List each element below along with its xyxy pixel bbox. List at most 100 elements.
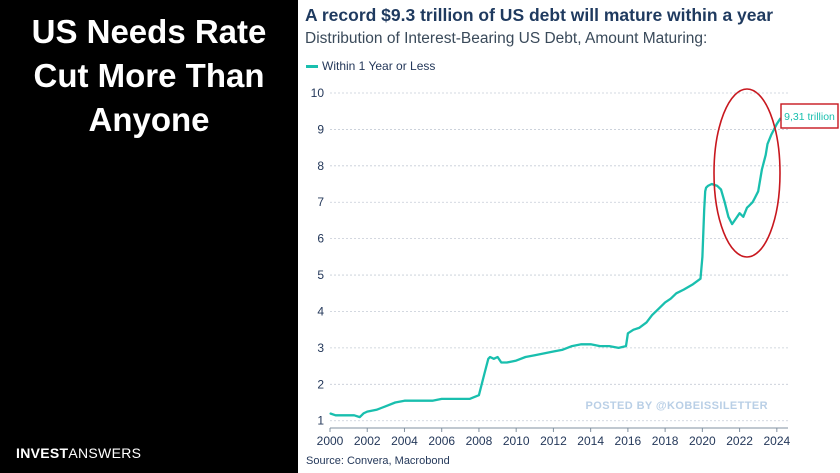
chart-subtitle: Distribution of Interest-Bearing US Debt…	[305, 30, 708, 47]
series-point	[692, 283, 694, 285]
series-point	[534, 354, 536, 356]
y-tick-label: 1	[317, 414, 324, 428]
series-point	[483, 372, 486, 374]
series-point	[752, 201, 754, 203]
series-point	[506, 361, 508, 364]
series-point	[344, 414, 346, 416]
series-point	[627, 332, 629, 334]
brand-logo: INVESTANSWERS	[16, 445, 141, 461]
series-point	[765, 154, 767, 156]
x-tick-label: 2020	[689, 434, 716, 448]
series-point	[450, 398, 452, 400]
series-point	[645, 321, 648, 323]
series-point	[403, 400, 406, 402]
series-point	[727, 216, 729, 218]
x-tick-label: 2012	[540, 434, 567, 448]
x-tick-label: 2000	[317, 434, 344, 448]
x-tick-label: 2010	[503, 434, 530, 448]
headline-line-1: US Needs Rate	[31, 13, 267, 50]
headline-line-3: Anyone	[88, 101, 210, 138]
chart-panel: A record $9.3 trillion of US debt will m…	[298, 0, 840, 473]
series-point	[625, 345, 627, 347]
series-point	[497, 356, 499, 358]
series-point	[699, 278, 702, 280]
chart-svg: 1 2 3 4 5 6 7 8 9 10 2000 2002 2004 2006 2008 2010 2012 2…	[311, 86, 839, 448]
y-tick-label: 4	[317, 304, 324, 318]
series-point	[720, 188, 722, 191]
series-point	[664, 301, 666, 303]
series-point	[543, 352, 545, 354]
series-point	[753, 198, 756, 200]
series-point	[487, 358, 489, 360]
series-point	[431, 400, 433, 402]
headline-line-2: Cut More Than	[33, 57, 265, 94]
series-point	[731, 223, 733, 225]
series-point	[632, 329, 635, 331]
legend-label: Within 1 Year or Less	[322, 59, 436, 73]
highlight-ellipse	[713, 88, 781, 258]
series-point	[375, 409, 378, 411]
series-point	[707, 185, 709, 187]
x-tick-label: 2006	[428, 434, 455, 448]
source-note: Source: Convera, Macrobond	[306, 455, 450, 467]
y-tick-label: 6	[317, 232, 324, 246]
series-point	[704, 190, 706, 192]
left-panel: US Needs Rate Cut More Than Anyone INVES…	[0, 0, 298, 473]
series-point	[515, 360, 517, 362]
series-point	[739, 212, 741, 214]
legend: Within 1 Year or Less	[306, 59, 435, 73]
series-point	[618, 347, 620, 349]
brand-light: ANSWERS	[68, 445, 142, 461]
series-point	[478, 394, 480, 396]
series-point	[394, 401, 396, 404]
series-point	[599, 345, 601, 347]
y-tick-label: 10	[311, 86, 325, 100]
x-tick-label: 2024	[763, 434, 790, 448]
series-point	[366, 411, 368, 413]
x-tick-label: 2022	[726, 434, 753, 448]
x-tick-label: 2008	[466, 434, 493, 448]
series-point	[757, 190, 759, 192]
series-point	[735, 218, 737, 220]
series-point	[703, 208, 705, 211]
series-point	[362, 412, 365, 414]
y-tick-label: 9	[317, 122, 324, 136]
series-point	[489, 356, 491, 358]
brand-bold: INVEST	[16, 445, 69, 461]
y-tick-label: 2	[317, 377, 324, 391]
series-point	[724, 201, 726, 203]
legend-swatch	[306, 65, 318, 69]
series-point	[359, 416, 361, 418]
x-tick-label: 2004	[391, 434, 418, 448]
series-point	[746, 207, 748, 209]
series-point	[675, 292, 677, 294]
series-point	[683, 289, 685, 291]
y-tick-label: 5	[317, 268, 324, 282]
watermark-text: POSTED BY @KOBEISSILETTER	[586, 400, 769, 412]
series-point	[770, 134, 772, 136]
y-tick-label: 3	[317, 341, 324, 355]
y-tick-label: 8	[317, 159, 324, 173]
series-point	[705, 187, 707, 189]
series-point	[590, 343, 592, 345]
series-line	[329, 117, 782, 419]
series-point	[711, 183, 713, 185]
series-point	[638, 327, 640, 329]
series-point	[500, 361, 502, 364]
series-point	[562, 349, 564, 351]
headline: US Needs Rate Cut More Than Anyone	[4, 10, 294, 142]
series-point	[441, 398, 443, 400]
x-tick-label: 2016	[615, 434, 642, 448]
series-point	[469, 398, 471, 400]
series-point	[701, 256, 703, 258]
x-tick-label: 2014	[577, 434, 604, 448]
series-point	[385, 405, 387, 407]
series-point	[761, 168, 763, 171]
series-point	[353, 414, 355, 416]
chart-title: A record $9.3 trillion of US debt will m…	[305, 5, 774, 25]
series-point	[580, 343, 582, 345]
y-tick-label: 7	[317, 195, 324, 209]
x-tick-label: 2002	[354, 434, 381, 448]
callout-label: 9,31 trillion	[784, 111, 835, 123]
series-point	[329, 412, 331, 414]
